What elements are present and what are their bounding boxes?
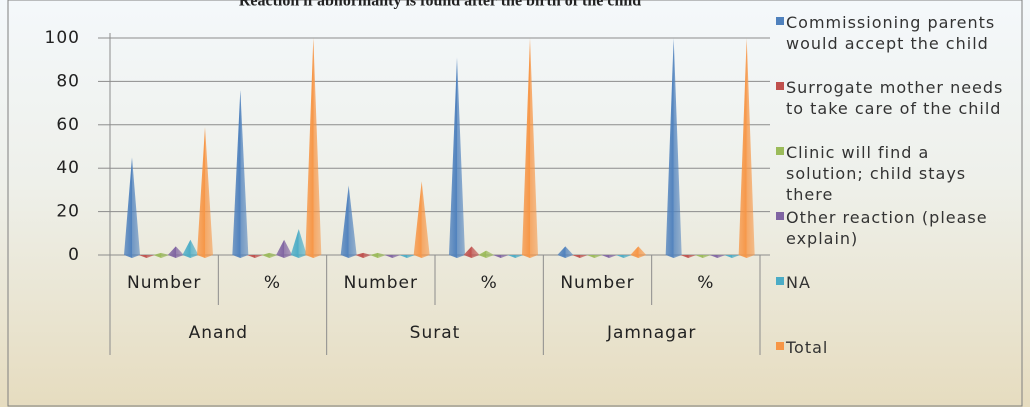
y-tick-label: 0 — [68, 245, 80, 265]
x-tick-label: % — [264, 273, 281, 293]
group-label: Jamnagar — [606, 323, 696, 343]
pyramid — [680, 255, 697, 258]
pyramid — [413, 181, 430, 258]
pyramid — [724, 255, 741, 258]
legend-entry: Commissioning parents would accept the c… — [776, 12, 1006, 54]
pyramid — [138, 255, 155, 258]
pyramid — [615, 255, 632, 258]
legend-swatch — [776, 147, 784, 155]
pyramid — [478, 250, 495, 258]
legend-entry: Other reaction (please explain) — [776, 207, 1006, 249]
pyramid — [261, 252, 278, 258]
legend-swatch — [776, 17, 784, 25]
pyramid — [246, 255, 263, 258]
y-tick-label: 80 — [56, 71, 80, 91]
pyramid — [492, 255, 509, 258]
y-tick-label: 60 — [56, 115, 80, 135]
pyramid — [232, 90, 249, 258]
pyramid — [738, 38, 755, 258]
legend-swatch — [776, 212, 784, 220]
pyramid — [290, 228, 307, 258]
legend-entry: Total — [776, 337, 1006, 358]
pyramid — [384, 255, 401, 258]
group-label: Surat — [410, 323, 461, 343]
legend-swatch — [776, 342, 784, 350]
legend-label: Total — [786, 338, 829, 357]
pyramid — [305, 38, 322, 258]
pyramid — [399, 255, 416, 258]
pyramid — [507, 255, 524, 258]
pyramid — [167, 246, 184, 258]
pyramid — [182, 239, 199, 258]
legend-entry: Clinic will find a solution; child stays… — [776, 142, 1006, 205]
pyramid — [463, 246, 480, 258]
pyramid — [449, 57, 465, 258]
legend-label: Clinic will find a solution; child stays… — [786, 143, 967, 204]
group-label: Anand — [189, 323, 248, 343]
y-tick-label: 40 — [56, 158, 80, 178]
legend-swatch — [776, 82, 784, 90]
pyramid — [694, 255, 711, 258]
chart-title: Reaction if abnormality is found after t… — [239, 0, 641, 10]
x-tick-label: % — [697, 273, 714, 293]
legend-entry: Surrogate mother needs to take care of t… — [776, 77, 1006, 119]
frame — [7, 0, 1023, 407]
pyramid — [571, 255, 588, 258]
pyramid — [665, 38, 682, 258]
pyramid — [153, 252, 170, 258]
legend-label: Surrogate mother needs to take care of t… — [786, 78, 1004, 118]
pyramid — [586, 255, 603, 258]
y-tick-label: 100 — [45, 28, 80, 48]
x-tick-label: % — [481, 273, 498, 293]
pyramid — [601, 255, 618, 258]
pyramid — [340, 185, 357, 258]
pyramid — [557, 246, 574, 258]
pyramid — [124, 157, 140, 258]
legend-label: NA — [786, 273, 811, 292]
pyramid — [709, 255, 726, 258]
x-tick-label: Number — [560, 273, 634, 293]
legend-label: Other reaction (please explain) — [786, 208, 988, 248]
pyramid — [276, 239, 293, 258]
pyramid — [522, 38, 538, 258]
legend-swatch — [776, 277, 784, 285]
pyramid — [355, 252, 372, 258]
legend-entry: NA — [776, 272, 1006, 293]
legend-label: Commissioning parents would accept the c… — [786, 13, 996, 53]
y-tick-label: 20 — [56, 202, 80, 222]
x-tick-label: Number — [127, 273, 201, 293]
pyramid — [630, 246, 647, 258]
pyramid — [197, 126, 213, 258]
x-tick-label: Number — [344, 273, 418, 293]
pyramid — [369, 252, 386, 258]
